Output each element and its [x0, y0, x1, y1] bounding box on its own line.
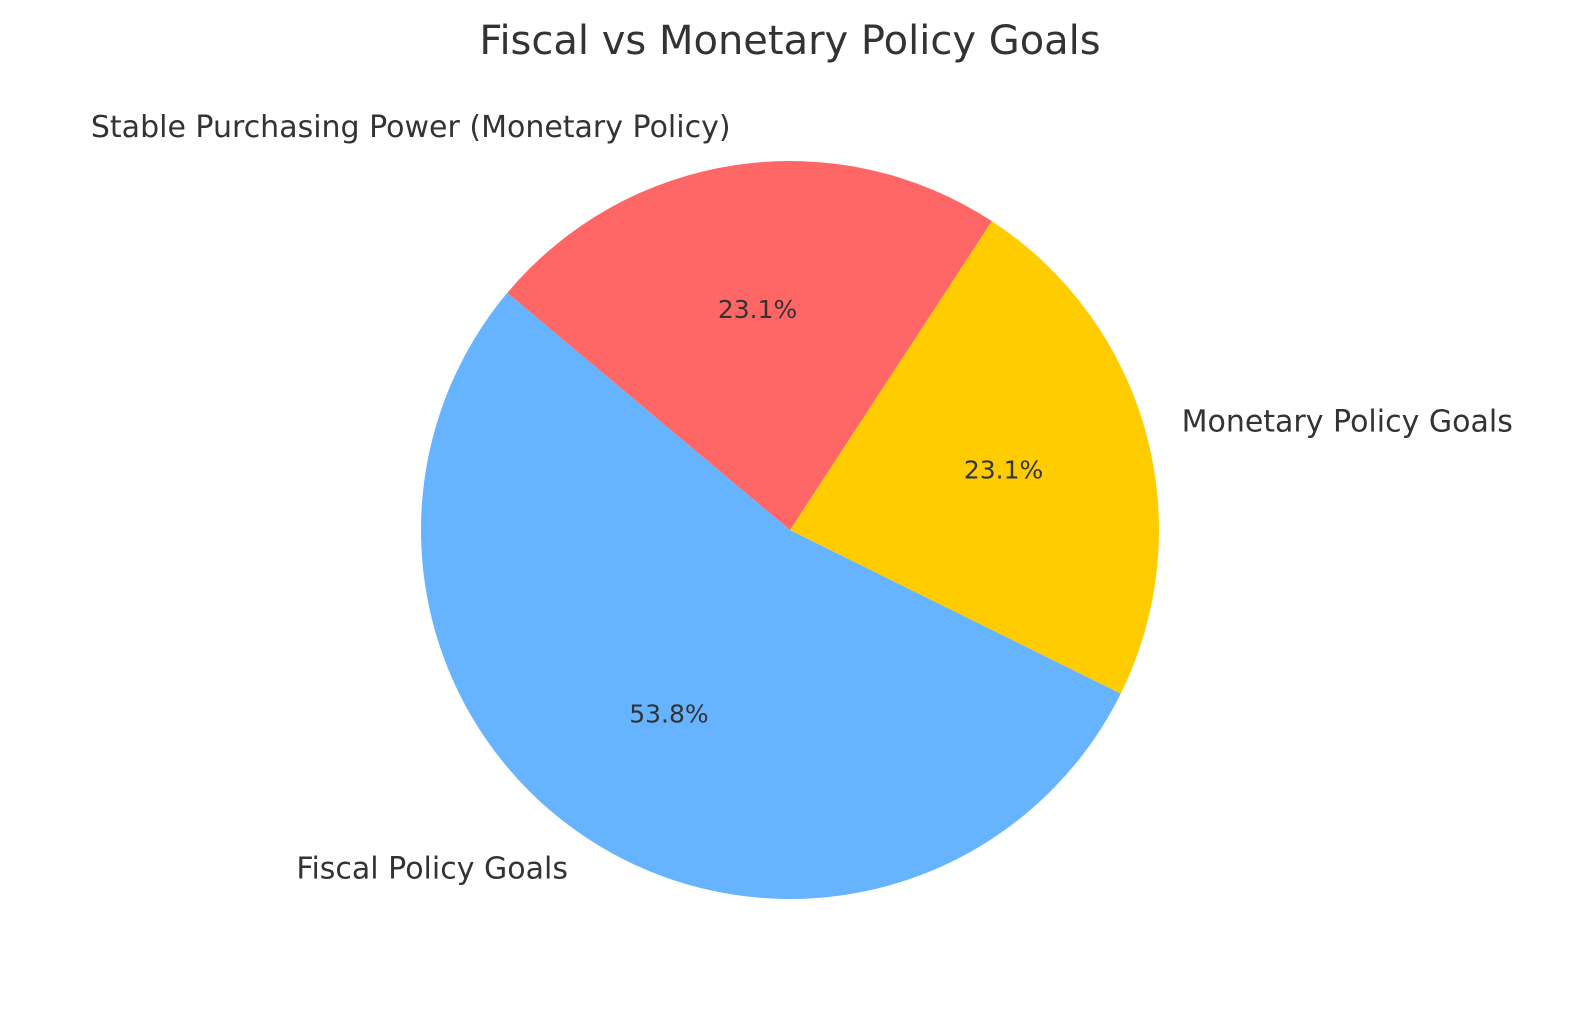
chart-title: Fiscal vs Monetary Policy Goals — [479, 18, 1100, 64]
slice-label-monetary-policy-goals: Monetary Policy Goals — [1182, 405, 1513, 440]
pie-slice-stable-purchasing-power-monetary-policy — [507, 160, 992, 530]
pct-label-fiscal-policy-goals: 53.8% — [629, 699, 708, 728]
slice-label-stable-purchasing-power-monetary-policy: Stable Purchasing Power (Monetary Policy… — [91, 110, 731, 145]
pie-labels: Fiscal Policy Goals 53.8% Monetary Policy … — [91, 110, 1513, 886]
pie-slice-fiscal-policy-goals — [421, 292, 1121, 899]
slice-label-fiscal-policy-goals: Fiscal Policy Goals — [296, 851, 568, 886]
pct-label-stable-purchasing-power-monetary-policy: 23.1% — [718, 295, 797, 324]
pie-slice-monetary-policy-goals — [790, 221, 1159, 694]
pie-slices — [421, 160, 1159, 899]
pct-label-monetary-policy-goals: 23.1% — [964, 456, 1043, 485]
